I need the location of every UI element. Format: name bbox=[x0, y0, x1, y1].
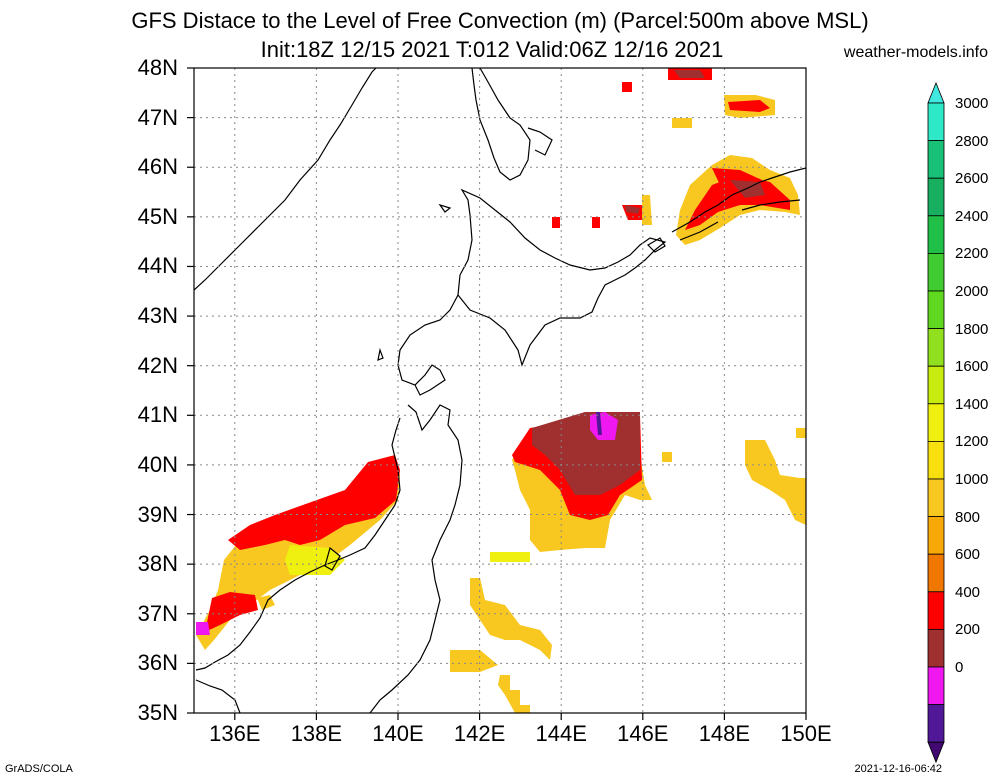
shade-japan-sea bbox=[196, 455, 400, 650]
shade-pacific bbox=[450, 412, 806, 713]
lat-label: 39N bbox=[137, 501, 178, 527]
colorbar-label: 2400 bbox=[955, 207, 989, 225]
colorbar-segment bbox=[927, 440, 945, 480]
lat-label: 41N bbox=[137, 402, 178, 428]
colorbar-segment bbox=[927, 252, 945, 292]
lon-label: 140E bbox=[372, 721, 424, 746]
colorbar-label: 2800 bbox=[955, 132, 989, 150]
colorbar-label: 1200 bbox=[955, 433, 989, 451]
colorbar-label: 1800 bbox=[955, 320, 989, 338]
colorbar-label: 2200 bbox=[955, 245, 989, 263]
colorbar-label: 3000 bbox=[955, 95, 989, 112]
convection-shading bbox=[196, 68, 806, 713]
coastlines bbox=[194, 68, 806, 713]
lat-label: 48N bbox=[137, 55, 178, 80]
colorbar-segment bbox=[927, 140, 945, 179]
colorbar-segment bbox=[927, 328, 945, 367]
colorbar-label: 1600 bbox=[955, 358, 989, 376]
colorbar-segment bbox=[927, 215, 945, 254]
lat-label: 36N bbox=[137, 650, 178, 676]
lat-label: 45N bbox=[137, 203, 178, 229]
colorbar-label: 0 bbox=[955, 659, 964, 676]
lon-label: 146E bbox=[617, 721, 669, 746]
colorbar-segment bbox=[927, 177, 945, 217]
colorbar-label: 200 bbox=[955, 621, 981, 639]
lon-label: 148E bbox=[698, 721, 751, 746]
colorbar-segment bbox=[927, 553, 945, 593]
colorbar-label: 2000 bbox=[955, 283, 989, 300]
lat-label: 38N bbox=[137, 551, 178, 577]
lon-label: 138E bbox=[290, 721, 343, 746]
colorbar-segment bbox=[927, 591, 945, 630]
lat-label: 43N bbox=[137, 303, 178, 329]
colorbar-label: 400 bbox=[955, 583, 981, 601]
lon-label: 144E bbox=[535, 721, 587, 746]
lat-label: 47N bbox=[137, 104, 178, 130]
colorbar-label: 600 bbox=[955, 546, 981, 564]
footer-credit: GrADS/COLA bbox=[5, 763, 73, 775]
axis-ticks bbox=[187, 67, 807, 720]
lat-label: 42N bbox=[137, 352, 178, 378]
map-subtitle: Init:18Z 12/15 2021 T:012 Valid:06Z 12/1… bbox=[260, 37, 724, 62]
colorbar-segment bbox=[927, 365, 945, 405]
colorbar-segment bbox=[927, 629, 945, 668]
footer-timestamp: 2021-12-16-06:42 bbox=[854, 763, 942, 775]
site-name: weather-models.info bbox=[843, 44, 988, 61]
colorbar-label: 1400 bbox=[955, 395, 989, 413]
colorbar-segment bbox=[927, 290, 945, 329]
map-title: GFS Distace to the Level of Free Convect… bbox=[131, 8, 869, 33]
lon-label: 150E bbox=[780, 721, 832, 746]
colorbar-segment bbox=[927, 704, 945, 743]
lat-label: 40N bbox=[137, 451, 178, 477]
colorbar-label: 800 bbox=[955, 508, 981, 526]
map-frame bbox=[193, 67, 807, 714]
lat-label: 46N bbox=[137, 154, 178, 180]
colorbar-segment bbox=[927, 666, 945, 705]
colorbar bbox=[927, 81, 945, 764]
colorbar-segment bbox=[927, 102, 945, 141]
lat-label: 37N bbox=[137, 600, 178, 626]
grid-lines bbox=[194, 68, 806, 713]
colorbar-segment bbox=[927, 478, 945, 517]
colorbar-segment bbox=[927, 403, 945, 442]
colorbar-label: 2600 bbox=[955, 170, 989, 188]
colorbar-segment bbox=[927, 516, 945, 555]
lon-label: 142E bbox=[453, 721, 506, 746]
lat-label: 44N bbox=[137, 253, 178, 279]
colorbar-label: 1000 bbox=[955, 471, 989, 488]
colorbar-top-arrow bbox=[927, 81, 945, 104]
lat-label: 35N bbox=[137, 700, 178, 725]
lon-label: 136E bbox=[209, 721, 261, 746]
colorbar-bottom-arrow bbox=[927, 741, 945, 764]
shade-kurils bbox=[552, 68, 800, 245]
